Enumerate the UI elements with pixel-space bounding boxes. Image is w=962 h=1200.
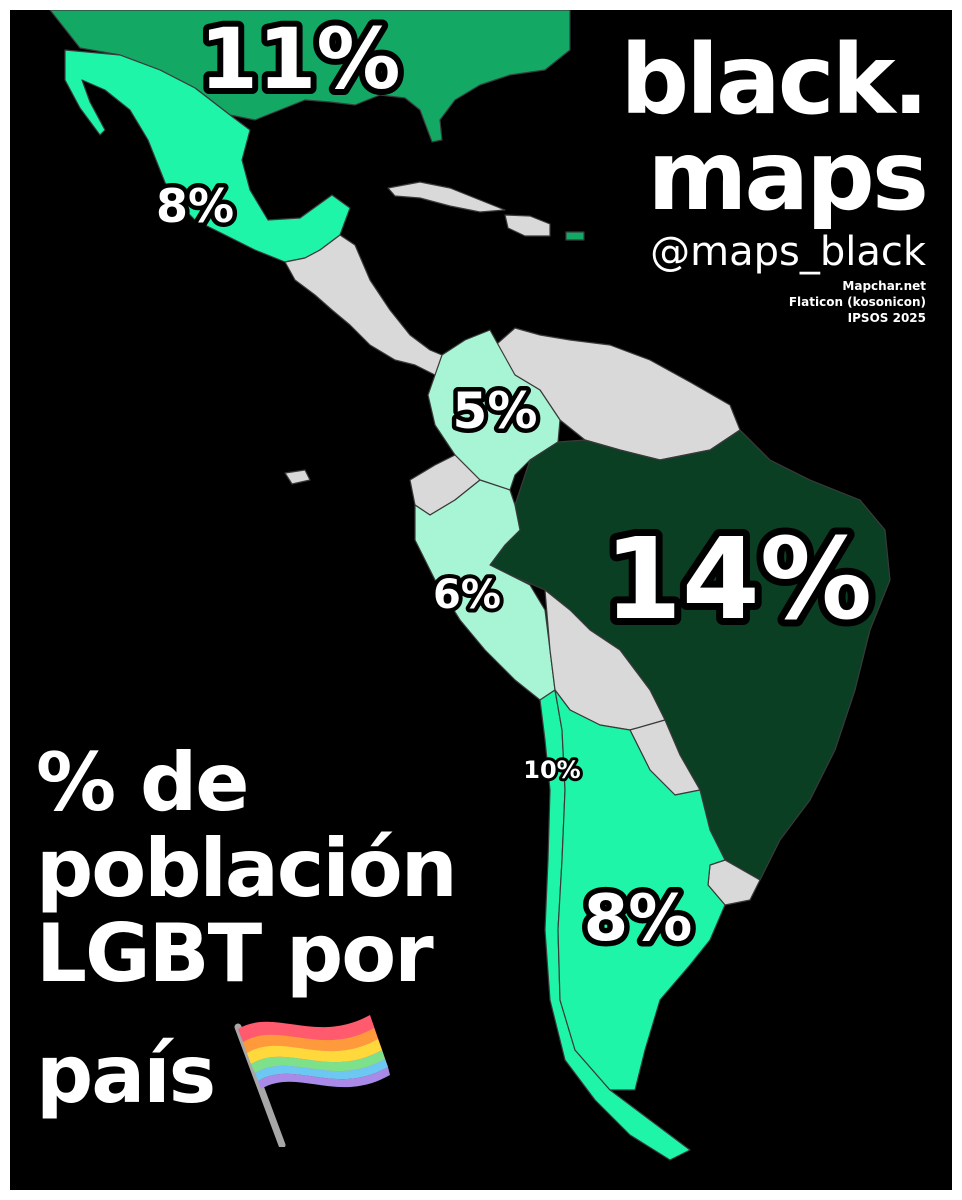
- country-cuba: [387, 181, 506, 213]
- rainbow-flag-icon: [220, 997, 391, 1163]
- label-brazil: 14%: [604, 515, 872, 645]
- label-colombia: 5%: [453, 382, 538, 440]
- title-line: país: [36, 1027, 216, 1121]
- country-hispaniola: [504, 214, 551, 237]
- source-line: IPSOS 2025: [847, 311, 926, 326]
- source-line: Mapchar.net: [842, 279, 926, 293]
- label-argentina: 8%: [584, 882, 693, 956]
- country-peru: [414, 479, 556, 701]
- sources-credits: Mapchar.net Flaticon (kosonicon) IPSOS 2…: [789, 278, 926, 327]
- title-line: % de: [36, 736, 250, 829]
- country-galapagos: [284, 469, 311, 485]
- social-handle: @maps_black: [650, 229, 926, 275]
- title-line: población: [36, 821, 458, 915]
- map-panel: 11% 8% 5% 14% 6% 10% 8% black. maps @map…: [10, 10, 952, 1190]
- source-line: Flaticon (kosonicon): [788, 295, 926, 310]
- label-usa: 11%: [199, 10, 400, 108]
- country-argentina: [554, 689, 726, 1091]
- label-mexico: 8%: [156, 179, 234, 233]
- country-puerto-rico: [565, 231, 585, 241]
- brand-logo-line1: black.: [620, 24, 929, 136]
- country-brazil: [489, 429, 891, 881]
- brand-logo-line2: maps: [647, 120, 929, 232]
- label-peru: 6%: [433, 572, 501, 618]
- choropleth-map: 11% 8% 5% 14% 6% 10% 8%: [49, 10, 891, 1161]
- title-line: LGBT por: [36, 907, 434, 1001]
- label-chile: 10%: [523, 756, 580, 784]
- country-central-america: [284, 234, 451, 376]
- title-line-with-flag: país: [36, 997, 456, 1163]
- map-title: % de población LGBT por país: [36, 736, 458, 1163]
